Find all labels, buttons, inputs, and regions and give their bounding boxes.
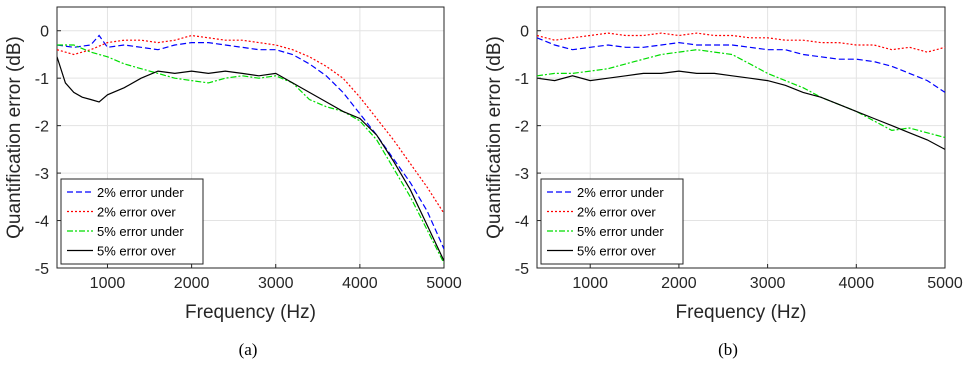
y-axis-label: Quantification error (dB) xyxy=(484,36,505,239)
y-tick-label: 0 xyxy=(520,24,529,41)
legend-label-1: 2% error under xyxy=(97,185,184,200)
x-tick-label: 4000 xyxy=(342,275,378,292)
y-tick-label: -5 xyxy=(35,261,49,278)
y-axis-label: Quantification error (dB) xyxy=(4,36,25,239)
panel-caption-b: (b) xyxy=(718,340,738,359)
chart-panel-b: (b) 1000 2000 3000 4000 5000 0 -1 -2 -3 -4 -5 Frequ… xyxy=(484,6,963,359)
x-tick-label: 3000 xyxy=(750,275,786,292)
series-line-2 xyxy=(537,32,945,53)
series-line-1 xyxy=(537,37,945,93)
plot-area-frame xyxy=(56,6,445,269)
x-tick-label: 2000 xyxy=(174,275,210,292)
x-tick-label: 5000 xyxy=(426,275,462,292)
legend-label-1: 2% error under xyxy=(577,185,664,200)
series-line-3 xyxy=(537,49,945,139)
y-tick-label: -5 xyxy=(515,261,529,278)
x-tick-label: 4000 xyxy=(839,275,875,292)
legend-label-2: 2% error over xyxy=(577,205,656,220)
series-line-2 xyxy=(57,34,444,214)
legend-box xyxy=(60,178,204,265)
series-line-3 xyxy=(57,44,444,264)
x-tick-label: 2000 xyxy=(661,275,697,292)
x-axis-label: Frequency (Hz) xyxy=(185,302,316,323)
y-tick-label: -3 xyxy=(35,166,49,183)
legend-label-3: 5% error under xyxy=(577,224,664,239)
x-tick-label: 3000 xyxy=(258,275,294,292)
y-tick-label: -2 xyxy=(515,119,529,136)
legend-label-2: 2% error over xyxy=(97,205,176,220)
panel-caption-a: (a) xyxy=(239,340,258,359)
series-line-4 xyxy=(57,56,444,262)
y-tick-label: 0 xyxy=(40,24,49,41)
y-tick-label: -2 xyxy=(35,119,49,136)
y-tick-label: -4 xyxy=(515,214,529,231)
y-tick-label: -4 xyxy=(35,214,49,231)
legend-label-4: 5% error over xyxy=(577,244,656,259)
y-tick-label: -1 xyxy=(35,71,49,88)
chart-panel-a: (a) 1000 2000 3000 4000 5000 0 -1 -2 -3 -4 -5 Frequ… xyxy=(4,6,462,359)
y-tick-label: -3 xyxy=(515,166,529,183)
legend-label-4: 5% error over xyxy=(97,244,176,259)
x-axis-label: Frequency (Hz) xyxy=(676,302,807,323)
series-line-4 xyxy=(537,70,945,150)
x-tick-label: 1000 xyxy=(572,275,608,292)
x-tick-label: 5000 xyxy=(927,275,963,292)
legend-box xyxy=(540,178,684,265)
y-tick-label: -1 xyxy=(515,71,529,88)
x-tick-label: 1000 xyxy=(90,275,126,292)
legend-label-3: 5% error under xyxy=(97,224,184,239)
